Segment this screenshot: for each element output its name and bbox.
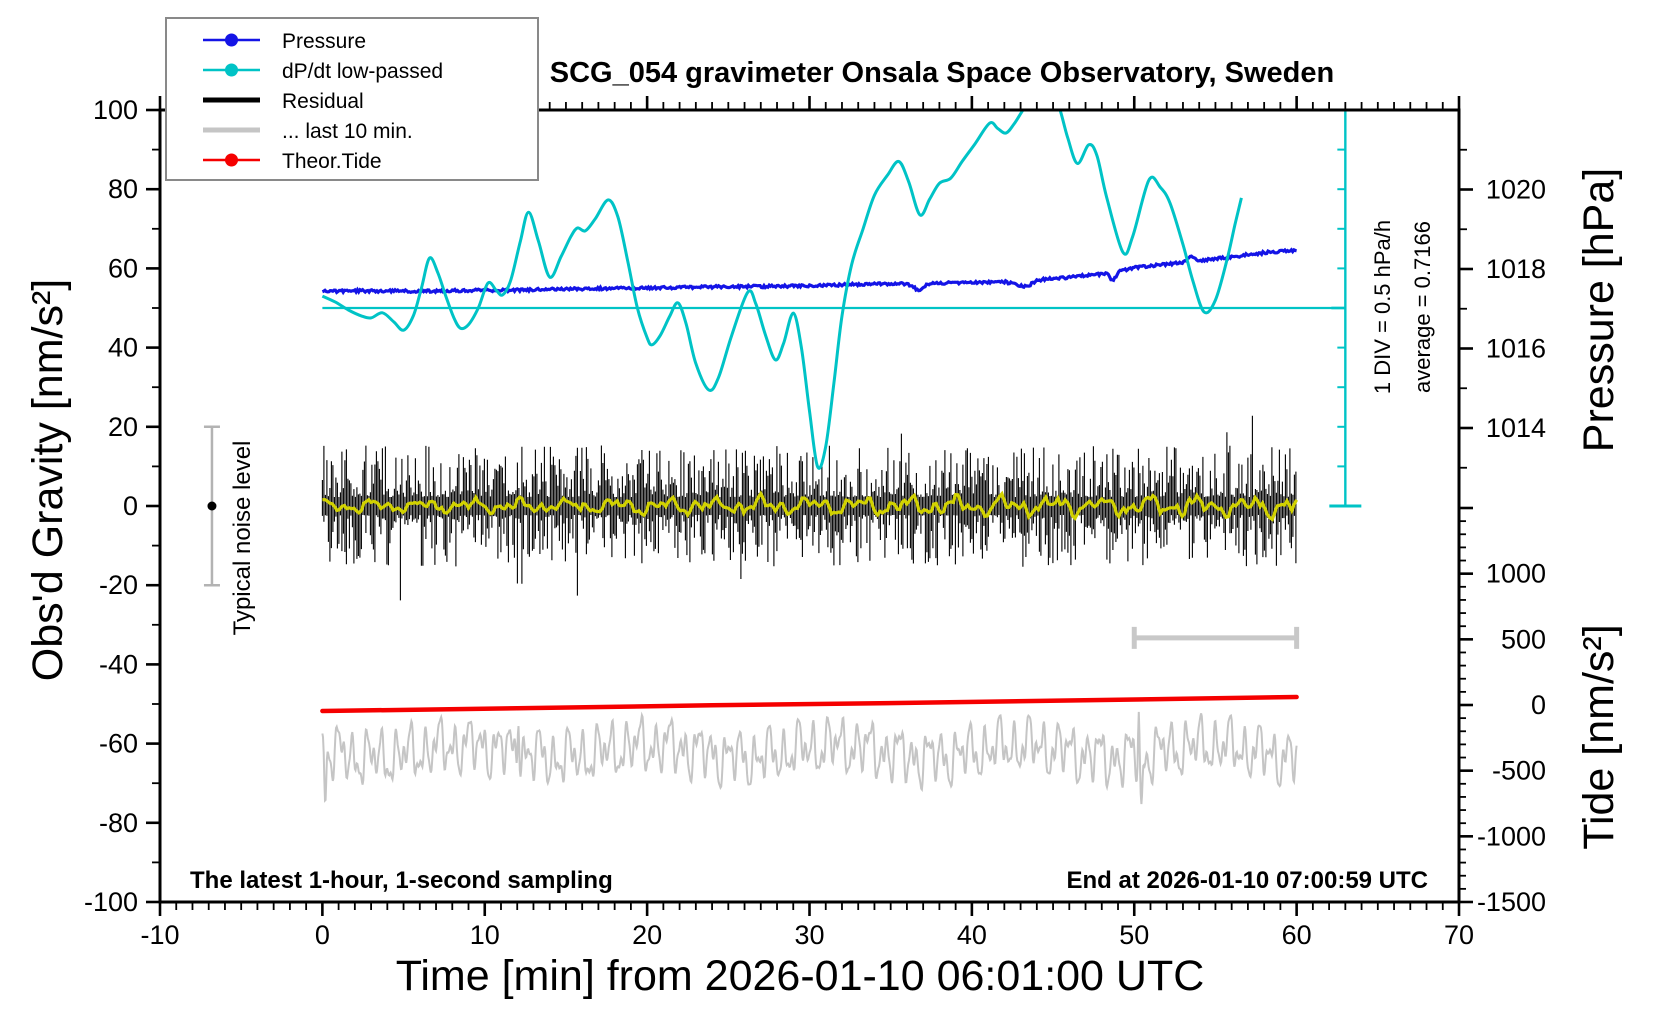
pressure-tick-label: 1014 [1486, 413, 1546, 443]
gravity-tick-label: -40 [99, 649, 138, 679]
x-tick-label: 50 [1119, 920, 1149, 950]
gravity-tick-label: -100 [84, 887, 138, 917]
pressure-series [321, 247, 1297, 296]
x-tick-label: 20 [632, 920, 662, 950]
gravity-tick-label: 20 [108, 412, 138, 442]
gravity-tick-label: 60 [108, 253, 138, 283]
chart-title: SCG_054 gravimeter Onsala Space Observat… [550, 57, 1334, 89]
gravity-axis-title: Obs'd Gravity [nm/s²] [24, 279, 72, 681]
legend: Pressure dP/dt low-passed Residual ... last… [165, 17, 539, 181]
legend-label: Theor.Tide [282, 150, 382, 173]
tide-axis-title: Tide [nm/s²] [1575, 624, 1623, 849]
noise-level-label: Typical noise level [229, 441, 256, 636]
gravity-tick-label: 80 [108, 174, 138, 204]
legend-label: dP/dt low-passed [282, 60, 443, 83]
tide-tick-label: -1500 [1477, 887, 1546, 917]
pressure-tick-label: 1016 [1486, 334, 1546, 364]
pressure-tick-label: 1018 [1486, 254, 1546, 284]
average-gradient-label: average = 0.7166 [1410, 221, 1435, 393]
x-tick-label: 70 [1444, 920, 1474, 950]
gravity-tick-label: -20 [99, 570, 138, 600]
data-series-layer [203, 110, 1362, 805]
gravity-tick-label: 0 [123, 491, 138, 521]
x-tick-label: 60 [1282, 920, 1312, 950]
end-time-note: End at 2026-01-10 07:00:59 UTC [1067, 867, 1429, 894]
pressure-axis-title: Pressure [hPa] [1575, 168, 1623, 452]
legend-marker-dot [225, 153, 238, 167]
gravity-tick-label: -60 [99, 729, 138, 759]
tide-tick-label: -1000 [1477, 821, 1546, 851]
tide-tick-label: 500 [1501, 624, 1546, 654]
legend-marker-dot [225, 63, 238, 77]
pressure-tick-label: 1020 [1486, 175, 1546, 205]
theoretical-tide-series [320, 694, 1299, 714]
dpdt-series [321, 111, 1243, 470]
x-tick-label: 10 [470, 920, 500, 950]
noise-level-dot [207, 501, 217, 511]
tide-tick-label: 1000 [1486, 559, 1546, 589]
gravity-tick-label: 100 [93, 95, 138, 125]
div-scale-label: 1 DIV = 0.5 hPa/h [1370, 220, 1395, 394]
tide-tick-label: -500 [1492, 756, 1546, 786]
x-tick-label: 30 [794, 920, 824, 950]
x-axis-title: Time [min] from 2026-01-10 06:01:00 UTC [396, 952, 1205, 1000]
legend-marker-dot [225, 33, 238, 47]
legend-label: Residual [282, 90, 364, 113]
residual-smoothed-series [322, 490, 1298, 522]
sampling-note: The latest 1-hour, 1-second sampling [190, 867, 613, 894]
x-tick-label: 0 [315, 920, 330, 950]
gravity-tick-label: -80 [99, 808, 138, 838]
legend-label: Pressure [282, 30, 366, 53]
last10-residual-series [321, 711, 1298, 805]
gravity-tick-label: 40 [108, 333, 138, 363]
tide-tick-label: 0 [1531, 690, 1546, 720]
x-tick-label: -10 [140, 920, 179, 950]
x-tick-label: 40 [957, 920, 987, 950]
legend-label: ... last 10 min. [282, 120, 413, 143]
axes-layer: -10 0 10 20 30 40 50 60 70-100-80-60-40-20020406… [84, 95, 1546, 950]
plot-frame [158, 108, 1461, 904]
